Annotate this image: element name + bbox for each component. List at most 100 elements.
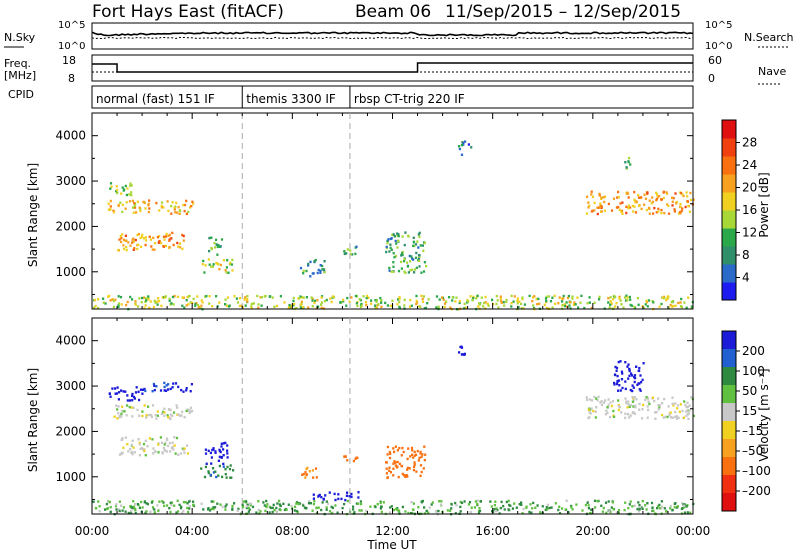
heatmap-cell [141,506,144,509]
heatmap-cell [250,305,253,308]
heatmap-cell [480,296,483,299]
noise-search-trace [91,36,694,40]
heatmap-cell [93,298,96,302]
heatmap-cell [356,304,359,308]
heatmap-cell [224,269,227,272]
heatmap-cell [307,262,310,266]
heatmap-cell [222,454,225,457]
heatmap-cell [662,196,665,200]
heatmap-cell [609,401,612,404]
heatmap-cell [386,239,389,242]
heatmap-cell [617,399,620,402]
heatmap-cell [225,476,228,479]
heatmap-cell [301,305,305,309]
heatmap-cell [401,505,404,509]
heatmap-cell [360,304,363,307]
noise-panel: N.Sky 10^5 10^0 10^5 10^0 N.Search [4,20,794,52]
heatmap-cell [564,508,567,511]
heatmap-cell [374,306,377,309]
heatmap-cell [120,240,123,244]
heatmap-cell [170,501,173,504]
heatmap-cell [166,200,169,203]
heatmap-cell [265,499,268,503]
heatmap-cell [586,195,589,198]
heatmap-cell [314,258,317,262]
heatmap-cell [92,500,95,503]
heatmap-cell [170,212,173,215]
heatmap-cell [686,413,689,416]
heatmap-cell [548,506,551,510]
heatmap-cell [144,439,147,442]
heatmap-cell [631,389,634,393]
heatmap-cell [246,503,249,507]
heatmap-cell [97,307,100,310]
velocity-colorbar-tick-label: –50 [742,444,763,458]
heatmap-cell [679,205,682,209]
heatmap-cell [568,301,571,304]
heatmap-cell [411,257,414,260]
heatmap-cell [210,507,213,511]
heatmap-cell [617,205,620,209]
heatmap-cell [111,387,114,390]
heatmap-cell [220,442,223,445]
heatmap-cell [355,502,358,505]
heatmap-cell [661,296,664,299]
heatmap-cell [415,470,418,473]
heatmap-cell [130,191,133,194]
heatmap-cell [512,300,515,303]
heatmap-cell [139,209,142,213]
heatmap-cell [513,295,516,298]
heatmap-cell [346,296,349,300]
heatmap-cell [153,511,156,514]
heatmap-cell [175,436,179,440]
heatmap-cell [205,294,208,298]
heatmap-cell [230,476,233,479]
heatmap-cell [629,206,632,209]
heatmap-cell [658,507,661,510]
heatmap-cell [138,414,141,417]
heatmap-cell [423,445,426,448]
heatmap-cell [510,305,513,308]
heatmap-cell [600,196,603,199]
velocity-colorbar-swatch [722,421,736,440]
heatmap-cell [543,303,546,307]
heatmap-cell [438,500,441,503]
x-tick-label: 08:00 [275,524,310,538]
heatmap-cell [122,506,125,509]
heatmap-cell [412,236,415,239]
heatmap-cell [624,161,627,164]
heatmap-cell [530,511,533,514]
heatmap-cell [290,504,293,508]
heatmap-cell [587,206,590,209]
heatmap-cell [689,191,692,195]
heatmap-cell [685,414,688,418]
heatmap-cell [658,406,661,409]
heatmap-cell [210,500,213,503]
heatmap-cell [375,306,379,310]
heatmap-cell [450,503,453,506]
heatmap-cell [388,266,391,270]
heatmap-cell [227,271,230,274]
y-tick-label: 2000 [55,219,86,233]
heatmap-cell [171,441,174,444]
heatmap-cell [134,391,138,394]
heatmap-cell [494,500,497,503]
heatmap-cell [619,202,622,205]
heatmap-cell [420,470,423,474]
heatmap-cell [354,294,358,298]
heatmap-cell [688,409,691,412]
heatmap-cell [403,298,406,302]
heatmap-cell [380,299,383,302]
heatmap-cell [646,397,649,400]
heatmap-cell [224,303,227,306]
heatmap-cell [538,302,541,305]
heatmap-cell [535,297,538,301]
heatmap-cell [609,296,612,299]
heatmap-cell [208,263,211,266]
heatmap-cell [111,298,114,301]
heatmap-cell [510,302,513,305]
heatmap-cell [388,469,391,472]
heatmap-cell [460,144,463,147]
heatmap-cell [207,508,210,511]
